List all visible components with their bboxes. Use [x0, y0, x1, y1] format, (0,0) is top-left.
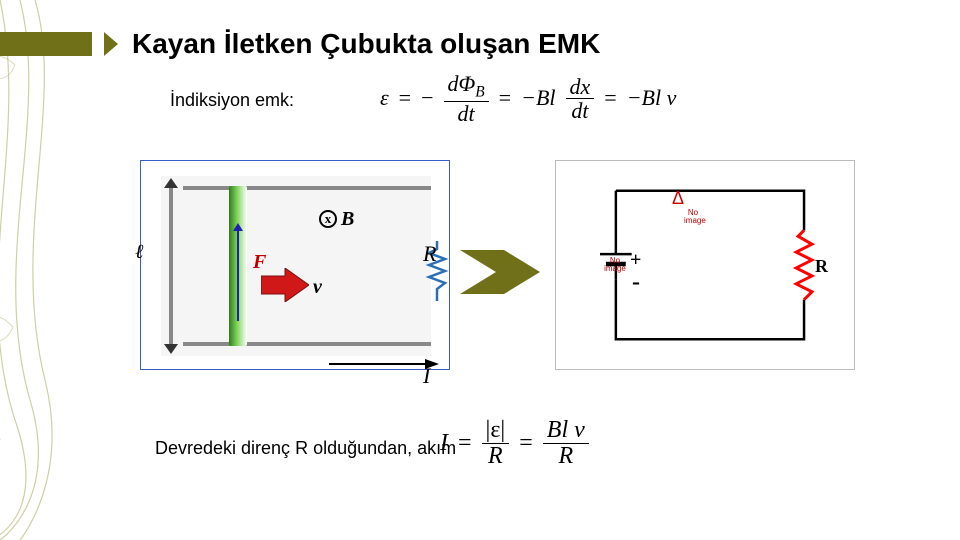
b-into-page-symbol: x: [319, 210, 337, 228]
equivalence-chevron-icon: [460, 250, 540, 299]
eq1-term3: −Bl v: [627, 85, 677, 111]
emf-equation: ε = − dΦB dt = −Bl dx dt = −Bl v: [380, 72, 676, 125]
eq1-equals3: =: [604, 85, 616, 111]
eq1-frac1-den: dt: [454, 102, 479, 125]
placeholder-noimage-a: No image: [604, 257, 626, 273]
label-B: B: [341, 208, 354, 231]
bottom-caption: Devredeki direnç R olduğundan, akım: [155, 438, 456, 459]
label-R-right: R: [815, 256, 828, 277]
diagram-field-region: F v x B: [161, 176, 431, 356]
eq2-eq2: =: [519, 430, 533, 457]
eq2-frac2: Bl v R: [543, 418, 589, 469]
eq1-term2-pre: −Bl: [521, 85, 555, 111]
equivalent-circuit: R + - No image No image Δ: [555, 160, 855, 370]
eq2-eq1: =: [458, 430, 472, 457]
title-accent-arrow: [104, 32, 118, 56]
slide-title: Kayan İletken Çubukta oluşan EMK: [132, 28, 600, 60]
circuit-svg: [556, 161, 854, 369]
eq2-frac2-den: R: [554, 444, 577, 469]
label-ell: ℓ: [135, 241, 143, 264]
eq1-equals2: =: [499, 85, 511, 111]
placeholder-noimage-b: No image: [684, 209, 702, 225]
eq2-I: I: [440, 430, 448, 457]
top-rail: [183, 186, 431, 190]
current-arrow: [329, 357, 439, 371]
eq1-frac2: dx dt: [566, 75, 595, 122]
eq1-frac1-num: dΦB: [448, 71, 485, 96]
eq1-epsilon: ε: [380, 85, 389, 111]
title-row: Kayan İletken Çubukta oluşan EMK: [0, 28, 960, 60]
battery-minus: -: [632, 269, 640, 296]
label-delta: Δ: [672, 188, 684, 209]
eq1-frac2-num: dx: [566, 75, 595, 99]
label-R-left: R: [423, 241, 436, 267]
ell-arrow-top: [164, 178, 178, 188]
b-x: x: [325, 211, 332, 227]
eq2-frac2-num: Bl v: [543, 418, 589, 444]
decorative-swirl: [0, 0, 80, 540]
force-arrow: [237, 231, 239, 321]
eq2-frac1-den: R: [484, 444, 507, 469]
ell-arrow-bottom: [164, 344, 178, 354]
label-v: v: [313, 276, 322, 299]
eq1-equals1: =: [399, 85, 411, 111]
velocity-arrow: [261, 268, 309, 302]
left-wire: [169, 186, 173, 346]
eq2-frac1: |ε| R: [482, 418, 510, 469]
eq1-minus1: −: [421, 85, 433, 111]
sliding-bar-diagram: F v x B ℓ R I: [140, 160, 450, 370]
current-equation: I = |ε| R = Bl v R: [440, 418, 589, 469]
eq1-frac2-den: dt: [567, 99, 592, 122]
eq2-frac1-num: |ε|: [482, 418, 510, 444]
subtitle-text: İndiksiyon emk:: [170, 90, 294, 111]
bottom-rail: [183, 342, 431, 346]
eq1-frac1: dΦB dt: [444, 72, 489, 125]
title-accent-bar: [0, 32, 92, 56]
